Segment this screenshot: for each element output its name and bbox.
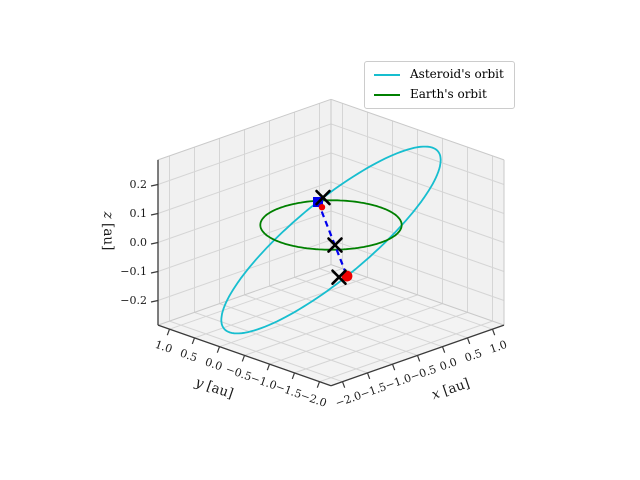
y-tick-mark <box>291 372 296 380</box>
x-tick-label: 0.5 <box>463 347 484 365</box>
x-tick-mark <box>366 372 371 380</box>
pane-edge <box>330 264 505 326</box>
x-tick-mark <box>441 346 446 353</box>
z-tick-mark <box>150 270 159 274</box>
z-axis-label: z [au] <box>100 211 116 251</box>
pane-edge <box>330 98 505 161</box>
cross-marker-bottom <box>331 269 347 285</box>
y-tick-label: 0.5 <box>178 347 199 365</box>
cross-marker-middle <box>327 237 343 253</box>
x-tick-label: 0.0 <box>438 355 459 373</box>
y-tick-mark <box>241 355 246 362</box>
pane-edge <box>157 98 332 161</box>
legend-line-asteroid-orbit <box>374 73 400 76</box>
z-tick-mark <box>150 241 159 245</box>
legend-item-asteroid-orbit: Asteroid's orbit <box>374 67 504 82</box>
x-tick-mark <box>416 355 421 362</box>
legend: Asteroid's orbit Earth's orbit <box>364 61 515 109</box>
x-tick-mark <box>391 363 396 371</box>
z-tick-mark <box>150 299 159 303</box>
legend-label-asteroid-orbit: Asteroid's orbit <box>410 67 504 81</box>
y-axis-label: y [au] <box>192 374 235 402</box>
x-tick-label: −1.0 <box>384 371 413 392</box>
z-tick-mark <box>150 212 159 216</box>
cross-marker-top <box>315 189 331 206</box>
y-tick-mark <box>216 346 221 353</box>
x-tick-mark <box>341 381 346 388</box>
legend-label-earth-orbit: Earth's orbit <box>410 86 487 101</box>
small-red-dot-marker <box>318 204 326 211</box>
x-tick-label: −2.0 <box>334 389 363 410</box>
x-tick-mark <box>491 328 496 336</box>
legend-line-earth-orbit <box>374 93 400 96</box>
x-tick-mark <box>466 337 471 345</box>
orbit-curve <box>259 199 403 251</box>
x-tick-label: −0.5 <box>409 363 438 384</box>
y-tick-mark <box>166 328 171 336</box>
x-tick-label: 1.0 <box>488 338 509 356</box>
connection-line <box>316 201 349 277</box>
z-tick-label: 0.2 <box>130 178 148 191</box>
legend-item-earth-orbit: Earth's orbit <box>374 86 504 102</box>
z-tick-label: 0.1 <box>130 207 148 220</box>
y-tick-label: −0.5 <box>224 363 253 384</box>
y-tick-label: 0.0 <box>203 355 224 373</box>
z-tick-label: −0.1 <box>120 265 147 278</box>
y-tick-label: −1.5 <box>274 380 303 401</box>
z-tick-mark <box>150 183 159 187</box>
orbit-curve <box>220 145 442 335</box>
y-tick-label: −2.0 <box>299 389 328 410</box>
y-tick-label: 1.0 <box>153 338 174 356</box>
z-tick-label: −0.2 <box>120 294 147 307</box>
y-tick-mark <box>316 381 321 388</box>
x-axis-label: x [au] <box>430 375 472 403</box>
pane-edge <box>157 264 332 326</box>
y-tick-mark <box>191 337 196 345</box>
z-tick-label: 0.0 <box>130 236 148 249</box>
y-tick-mark <box>266 363 271 371</box>
